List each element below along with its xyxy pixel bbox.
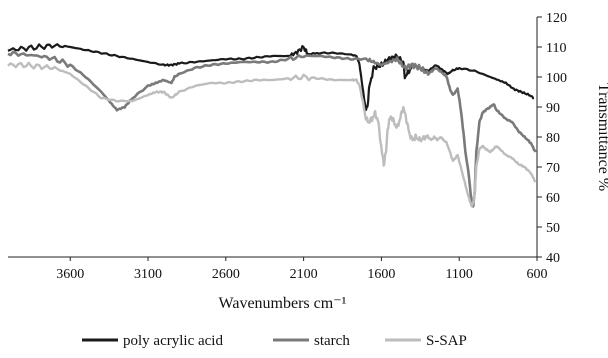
y-tick-label: 90: [546, 101, 560, 116]
legend-label: S-SAP: [426, 333, 467, 349]
series-line-2: [7, 61, 537, 208]
x-tick-label: 3100: [134, 267, 162, 282]
y-tick-label: 120: [546, 11, 567, 26]
series-layer: [7, 43, 537, 208]
y-tick-label: 50: [546, 221, 560, 236]
x-tick-label: 2600: [212, 267, 240, 282]
x-axis-ticks: 3600 3100 2600 2100 1600 1100 600: [56, 257, 548, 282]
y-tick-label: 100: [546, 71, 567, 86]
x-tick-label: 1100: [445, 267, 472, 282]
y-tick-label: 80: [546, 131, 560, 146]
x-tick-label: 600: [527, 267, 548, 282]
y-axis-ticks: 40 50 60 70 80 90 100 110 120: [537, 11, 567, 266]
series-line-1: [7, 50, 537, 208]
y-tick-label: 60: [546, 191, 560, 206]
x-tick-label: 2100: [290, 267, 318, 282]
legend-label: poly acrylic acid: [123, 333, 223, 349]
y-axis-title: Transmittance %: [595, 83, 608, 191]
series-line-0: [7, 43, 535, 112]
x-tick-label: 1600: [367, 267, 395, 282]
x-tick-label: 3600: [56, 267, 84, 282]
y-tick-label: 110: [546, 41, 566, 56]
y-tick-label: 40: [546, 251, 560, 266]
legend-label: starch: [314, 333, 350, 349]
y-tick-label: 70: [546, 161, 560, 176]
plot-area: [8, 17, 538, 258]
legend: poly acrylic acid starch S-SAP: [82, 333, 467, 349]
x-axis-title: Wavenumbers cm⁻¹: [219, 295, 347, 312]
